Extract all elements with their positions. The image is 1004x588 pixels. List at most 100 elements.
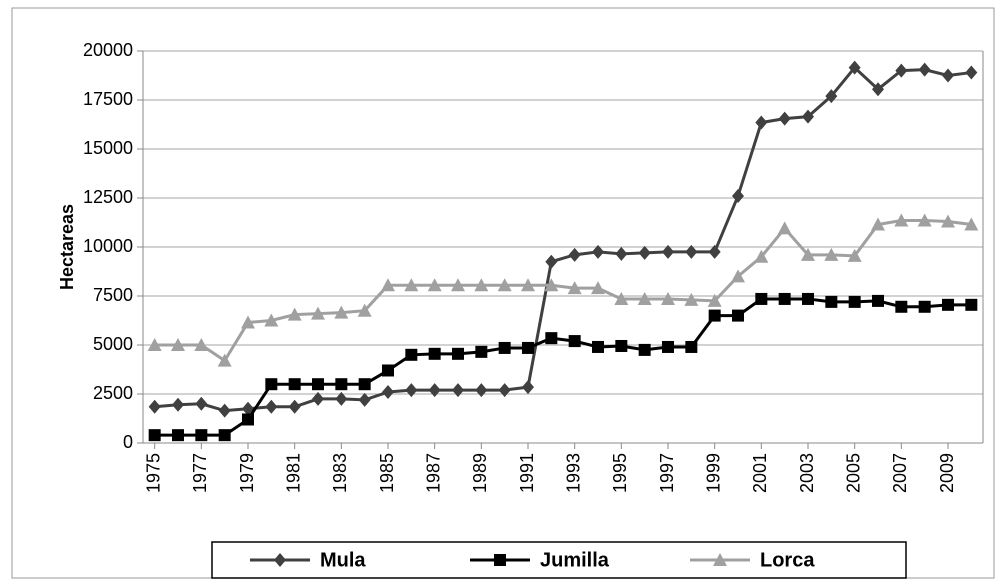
legend-label: Jumilla	[540, 549, 610, 571]
marker	[265, 399, 278, 414]
marker	[918, 300, 931, 313]
marker	[731, 269, 745, 283]
marker	[335, 378, 348, 391]
marker	[778, 111, 791, 126]
marker	[567, 281, 582, 295]
marker	[358, 378, 371, 391]
marker	[264, 313, 279, 327]
x-tick-label: 1983	[330, 453, 350, 493]
marker	[685, 340, 698, 353]
marker	[287, 307, 302, 321]
marker	[148, 399, 161, 414]
y-tick-label: 17500	[83, 89, 133, 109]
marker	[498, 383, 511, 398]
x-tick-label: 1981	[283, 453, 303, 493]
y-tick-label: 7500	[93, 285, 133, 305]
marker	[825, 89, 838, 104]
y-axis-label: Hectareas	[57, 204, 77, 290]
x-tick-label: 1997	[657, 453, 677, 493]
marker	[172, 397, 184, 412]
x-tick-label: 1995	[610, 453, 630, 493]
marker	[847, 248, 862, 262]
marker	[382, 364, 394, 377]
marker	[522, 341, 534, 354]
legend-label: Lorca	[760, 549, 815, 571]
marker	[824, 247, 839, 261]
marker	[941, 214, 955, 228]
marker	[802, 109, 814, 124]
marker	[732, 309, 744, 322]
marker	[217, 353, 232, 367]
marker	[381, 278, 395, 292]
marker	[522, 380, 534, 395]
marker	[662, 340, 674, 353]
marker	[661, 291, 675, 305]
marker	[452, 383, 464, 398]
x-tick-label: 1985	[377, 453, 397, 493]
x-tick-label: 1989	[470, 453, 490, 493]
marker	[895, 300, 908, 313]
marker	[172, 429, 184, 442]
x-tick-label: 1975	[143, 453, 163, 493]
x-tick-label: 1977	[190, 453, 210, 493]
marker	[917, 213, 932, 227]
y-tick-label: 0	[123, 432, 133, 452]
marker	[684, 292, 699, 306]
marker	[494, 554, 506, 566]
marker	[312, 378, 324, 391]
chart-border	[11, 7, 995, 579]
marker	[637, 291, 652, 305]
marker	[802, 292, 814, 305]
y-tick-label: 20000	[83, 40, 133, 60]
marker	[918, 62, 931, 77]
marker	[754, 249, 769, 263]
marker	[544, 278, 559, 292]
x-tick-label: 2007	[890, 453, 910, 493]
marker	[592, 340, 604, 353]
marker	[218, 403, 231, 418]
marker	[964, 217, 979, 231]
marker	[707, 293, 722, 307]
marker	[872, 294, 884, 307]
marker	[801, 247, 815, 261]
marker	[825, 295, 838, 308]
x-tick-label: 1979	[237, 453, 257, 493]
marker	[638, 245, 651, 260]
marker	[311, 306, 325, 320]
marker	[194, 338, 209, 351]
marker	[335, 391, 348, 406]
marker	[195, 396, 208, 411]
marker	[497, 278, 512, 292]
marker	[451, 278, 465, 292]
x-tick-label: 1993	[563, 453, 583, 493]
marker	[965, 298, 978, 311]
marker	[614, 291, 629, 305]
marker	[777, 221, 792, 235]
marker	[778, 292, 791, 305]
marker	[638, 343, 651, 356]
x-tick-label: 2005	[843, 453, 863, 493]
marker	[241, 315, 255, 329]
marker	[755, 115, 768, 130]
marker	[428, 383, 441, 398]
marker	[358, 392, 371, 407]
marker	[475, 345, 488, 358]
x-tick-label: 2003	[797, 453, 817, 493]
marker	[312, 391, 324, 406]
marker	[894, 213, 909, 227]
marker	[942, 68, 954, 83]
y-tick-label: 5000	[93, 334, 133, 354]
x-tick-label: 1991	[517, 453, 537, 493]
marker	[274, 553, 286, 567]
marker	[288, 378, 301, 391]
legend-label: Mula	[320, 549, 366, 571]
marker	[427, 278, 442, 292]
marker	[242, 413, 254, 426]
marker	[521, 278, 535, 292]
marker	[382, 385, 394, 400]
marker	[942, 298, 954, 311]
marker	[755, 292, 768, 305]
marker	[195, 429, 208, 442]
marker	[708, 244, 721, 259]
marker	[148, 429, 161, 442]
